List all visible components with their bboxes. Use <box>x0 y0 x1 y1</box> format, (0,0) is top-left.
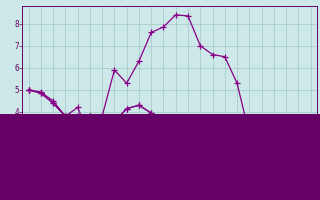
X-axis label: Windchill (Refroidissement éolien,°C): Windchill (Refroidissement éolien,°C) <box>70 170 269 179</box>
